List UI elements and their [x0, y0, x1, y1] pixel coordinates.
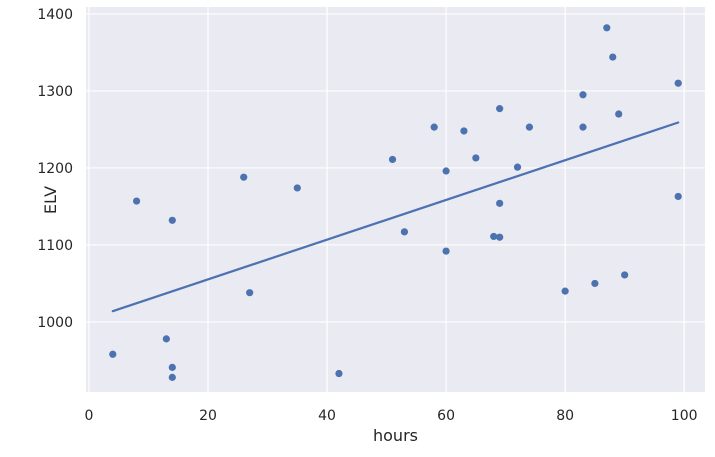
- x-tick-label: 0: [85, 408, 94, 424]
- x-axis-label: hours: [373, 426, 418, 445]
- data-point: [674, 79, 682, 87]
- data-point: [496, 199, 504, 207]
- data-point: [615, 110, 623, 118]
- y-tick-label: 1100: [37, 238, 73, 254]
- data-point: [442, 247, 450, 255]
- x-tick-label: 80: [556, 408, 574, 424]
- data-point: [472, 154, 480, 162]
- x-tick-label: 60: [437, 408, 455, 424]
- data-point: [335, 369, 343, 378]
- data-point: [132, 197, 141, 205]
- data-point: [603, 24, 611, 32]
- y-tick-label: 1400: [37, 7, 73, 23]
- y-tick-label: 1000: [37, 315, 73, 331]
- y-tick-label: 1300: [37, 84, 73, 100]
- data-point: [621, 271, 629, 279]
- data-point: [609, 53, 617, 61]
- data-point: [168, 216, 176, 224]
- y-axis-label: ELV: [41, 185, 60, 215]
- data-point: [442, 167, 450, 175]
- data-point: [496, 105, 504, 113]
- data-point: [293, 184, 301, 192]
- data-point: [674, 192, 682, 201]
- data-point: [430, 123, 438, 131]
- data-point: [168, 373, 176, 381]
- data-point: [240, 173, 248, 181]
- data-point: [496, 233, 504, 241]
- data-point: [388, 155, 397, 164]
- data-point: [400, 228, 409, 236]
- data-point: [561, 287, 569, 295]
- x-tick-label: 100: [671, 408, 698, 424]
- data-point: [579, 91, 587, 99]
- data-point: [162, 335, 170, 343]
- regression-line: [111, 121, 680, 313]
- data-point: [525, 123, 534, 131]
- data-point: [168, 363, 176, 371]
- data-point: [490, 232, 498, 241]
- data-point: [579, 123, 587, 131]
- data-point: [109, 350, 117, 358]
- data-point: [513, 163, 522, 171]
- data-point: [246, 289, 254, 297]
- data-point: [591, 279, 599, 288]
- y-tick-label: 1200: [37, 161, 73, 177]
- x-tick-label: 20: [199, 408, 217, 424]
- data-point: [460, 127, 468, 135]
- x-tick-label: 40: [318, 408, 336, 424]
- plot-background: [86, 7, 705, 392]
